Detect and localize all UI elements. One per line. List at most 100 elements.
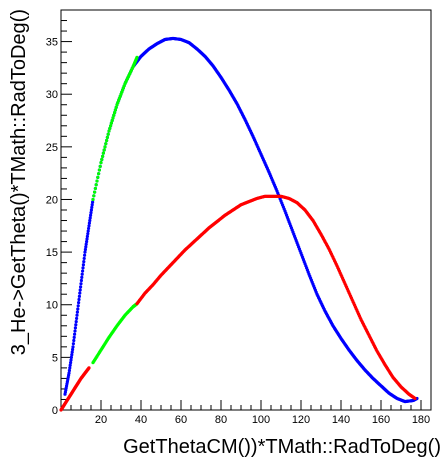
data-point-fill (101, 151, 105, 155)
data-point-fill (89, 208, 93, 212)
data-point-fill (87, 221, 91, 225)
x-tick-label: 180 (412, 414, 430, 426)
data-point-fill (69, 358, 73, 362)
data-point-fill (91, 200, 95, 204)
data-point-fill (92, 194, 96, 198)
data-point-fill (89, 211, 93, 215)
data-point-fill (85, 239, 89, 244)
data-point (87, 366, 91, 370)
data-point (413, 396, 417, 401)
data-point-fill (109, 121, 113, 125)
data-point (83, 250, 87, 254)
data-point-fill (97, 168, 101, 172)
y-tick-label: 30 (46, 89, 58, 101)
data-point-fill (81, 269, 85, 273)
data-point-fill (114, 105, 118, 109)
data-point (107, 129, 111, 133)
data-point-fill (102, 148, 106, 152)
data-point-fill (82, 256, 86, 261)
data-point-fill (79, 285, 83, 289)
data-point-fill (71, 342, 75, 346)
x-tick-label: 140 (332, 414, 350, 426)
data-point-fill (109, 124, 113, 128)
data-point (87, 224, 91, 228)
data-point-fill (113, 108, 117, 112)
data-point-fill (69, 361, 73, 365)
data-point-fill (113, 111, 117, 115)
data-point (99, 161, 103, 165)
data-point-fill (68, 363, 72, 367)
data-point-fill (90, 203, 94, 207)
data-series (59, 36, 419, 412)
data-point-fill (76, 307, 80, 311)
data-point-fill (110, 118, 114, 123)
data-point-fill (76, 304, 80, 308)
data-point-fill (81, 266, 85, 270)
data-point-fill (108, 126, 112, 131)
data-point-fill (78, 288, 82, 292)
series-1 (91, 55, 139, 365)
data-point-fill (111, 116, 115, 120)
data-point-fill (88, 218, 92, 223)
data-point-fill (86, 229, 90, 233)
data-point-fill (100, 157, 104, 162)
data-point-fill (70, 350, 74, 354)
y-tick-label: 25 (46, 142, 58, 154)
data-point (135, 55, 139, 59)
data-point-fill (74, 323, 78, 327)
data-point-fill (104, 142, 108, 146)
y-axis-ticks: 0 5 10 15 20 25 30 35 (46, 20, 72, 417)
x-tick-label: 160 (372, 414, 390, 426)
x-tick-label: 20 (95, 414, 107, 426)
data-point-fill (81, 263, 85, 267)
x-axis-title: GetThetaCM())*TMath::RadToDeg() (123, 436, 441, 458)
data-point-fill (83, 247, 87, 252)
data-point (75, 313, 79, 317)
y-tick-label: 5 (52, 352, 58, 364)
data-point-fill (86, 232, 90, 236)
data-point-fill (112, 113, 116, 117)
data-point (67, 371, 71, 375)
y-tick-label: 10 (46, 300, 58, 312)
y-tick-label: 35 (46, 37, 58, 49)
data-point-fill (80, 272, 84, 276)
data-point-fill (75, 310, 79, 314)
data-point-fill (93, 186, 97, 191)
data-point-fill (74, 319, 78, 324)
data-point-fill (78, 291, 82, 295)
data-point-fill (83, 253, 87, 257)
data-point-fill (85, 234, 89, 238)
x-tick-label: 80 (215, 414, 227, 426)
data-point-fill (106, 132, 110, 136)
data-point-fill (79, 278, 83, 283)
data-point-fill (70, 353, 74, 357)
x-tick-label: 40 (135, 414, 147, 426)
data-point-fill (69, 355, 73, 359)
x-tick-label: 60 (175, 414, 187, 426)
data-point-fill (72, 338, 76, 343)
x-tick-label: 100 (252, 414, 270, 426)
data-point-fill (97, 172, 101, 176)
data-point-fill (84, 242, 88, 246)
data-point-fill (85, 237, 89, 241)
data-point-fill (87, 226, 91, 231)
data-point-fill (77, 297, 81, 302)
data-point-fill (93, 190, 97, 194)
data-point-fill (95, 179, 99, 183)
data-point (71, 345, 75, 349)
data-point-fill (89, 213, 93, 217)
y-tick-label: 15 (46, 247, 58, 259)
data-point-fill (94, 183, 98, 187)
data-point-fill (90, 205, 94, 209)
data-point-fill (101, 154, 105, 158)
data-point-fill (105, 138, 109, 143)
data-point-fill (82, 259, 86, 264)
data-point-fill (105, 135, 109, 139)
data-point-fill (88, 216, 92, 220)
data-point-fill (77, 301, 81, 305)
data-point-fill (68, 366, 72, 370)
data-point-fill (71, 347, 75, 352)
x-axis-ticks: 20 40 60 80 100 120 140 160 180 (70, 400, 430, 426)
data-point-fill (67, 368, 71, 373)
